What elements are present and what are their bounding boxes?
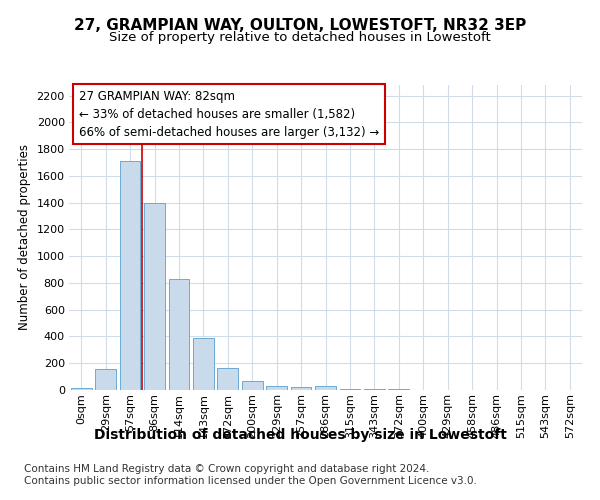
Bar [217, 368, 238, 390]
Bar [119, 161, 140, 390]
Y-axis label: Number of detached properties: Number of detached properties [18, 144, 31, 330]
Bar [71, 388, 92, 390]
Bar [169, 279, 190, 390]
Bar [364, 389, 385, 390]
Text: 27, GRAMPIAN WAY, OULTON, LOWESTOFT, NR32 3EP: 27, GRAMPIAN WAY, OULTON, LOWESTOFT, NR3… [74, 18, 526, 32]
Bar [290, 386, 311, 390]
Bar [95, 370, 116, 390]
Bar [340, 388, 361, 390]
Text: 27 GRAMPIAN WAY: 82sqm
← 33% of detached houses are smaller (1,582)
66% of semi-: 27 GRAMPIAN WAY: 82sqm ← 33% of detached… [79, 90, 380, 138]
Text: Contains public sector information licensed under the Open Government Licence v3: Contains public sector information licen… [24, 476, 477, 486]
Bar [144, 204, 165, 390]
Text: Contains HM Land Registry data © Crown copyright and database right 2024.: Contains HM Land Registry data © Crown c… [24, 464, 430, 474]
Bar [315, 386, 336, 390]
Bar [242, 380, 263, 390]
Bar [193, 338, 214, 390]
Text: Size of property relative to detached houses in Lowestoft: Size of property relative to detached ho… [109, 31, 491, 44]
Bar [266, 386, 287, 390]
Text: Distribution of detached houses by size in Lowestoft: Distribution of detached houses by size … [94, 428, 506, 442]
